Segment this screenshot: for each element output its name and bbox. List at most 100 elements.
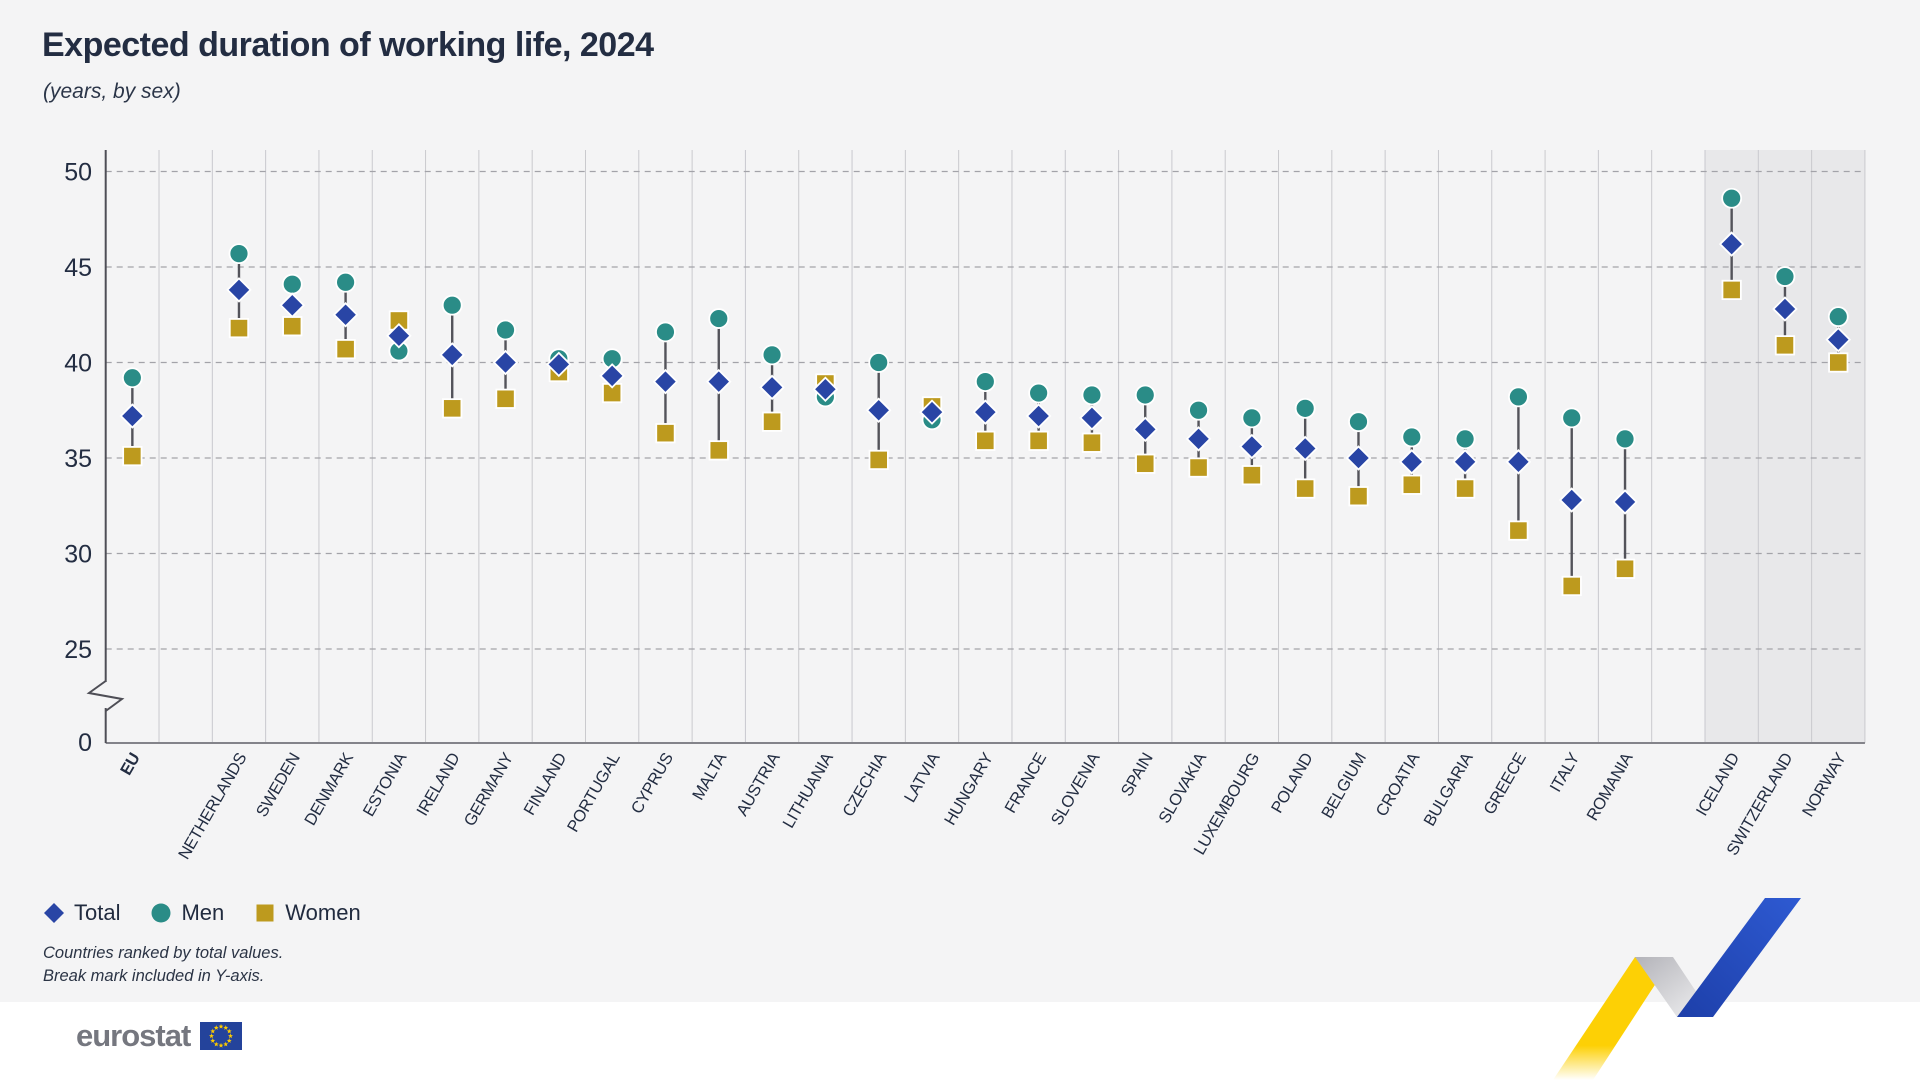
x-axis-label-croatia: CROATIA (1373, 750, 1424, 820)
x-axis-label-latvia: LATVIA (901, 750, 944, 806)
marker-total-luxembourg (1239, 433, 1265, 460)
x-axis-label-spain: SPAIN (1118, 750, 1157, 800)
marker-women-norway (1828, 352, 1849, 373)
marker-men-poland (1294, 397, 1316, 419)
marker-women-greece (1508, 520, 1529, 541)
marker-total-iceland (1718, 231, 1745, 257)
x-axis-label-germany: GERMANY (461, 750, 517, 830)
marker-total-finland (546, 351, 572, 378)
y-axis-break-mark (86, 680, 125, 712)
marker-women-netherlands (228, 318, 250, 339)
x-axis-label-estonia: ESTONIA (360, 750, 411, 820)
marker-total-austria (759, 374, 785, 401)
x-axis-label-norway: NORWAY (1799, 750, 1850, 820)
marker-men-france (1028, 382, 1050, 404)
women-square-icon (256, 904, 274, 922)
marker-total-cyprus (652, 368, 679, 395)
legend-label-total: Total (74, 900, 121, 925)
marker-total-lithuania (812, 376, 839, 403)
x-axis-label-austria: AUSTRIA (733, 750, 783, 819)
eu-flag-star (214, 1025, 220, 1030)
marker-women-romania (1614, 558, 1636, 579)
marker-men-iceland (1721, 187, 1743, 209)
x-axis-label-malta: MALTA (689, 750, 730, 803)
marker-total-greece (1505, 449, 1532, 475)
x-axis-label-iceland: ICELAND (1693, 750, 1743, 819)
eu-flag-star (209, 1033, 215, 1039)
marker-total-norway (1825, 326, 1852, 353)
x-axis-label-slovenia: SLOVENIA (1048, 750, 1104, 829)
marker-total-latvia (919, 399, 945, 425)
marker-men-belgium (1348, 411, 1369, 433)
x-axis-label-netherlands: NETHERLANDS (175, 750, 251, 863)
marker-total-croatia (1399, 449, 1425, 475)
marker-men-romania (1614, 428, 1636, 450)
x-axis-label-ireland: IRELAND (413, 750, 463, 819)
marker-total-switzerland (1772, 296, 1798, 322)
marker-total-malta (705, 368, 732, 395)
marker-women-austria (761, 411, 783, 432)
marker-men-netherlands (228, 243, 250, 265)
x-axis-label-denmark: DENMARK (301, 750, 357, 829)
x-axis-label-slovakia: SLOVAKIA (1155, 750, 1210, 827)
marker-women-belgium (1348, 486, 1369, 507)
x-axis-label-bulgaria: BULGARIA (1420, 750, 1476, 829)
marker-total-estonia (386, 322, 412, 349)
chart-title: Expected duration of working life, 2024 (42, 26, 654, 64)
marker-men-croatia (1401, 426, 1423, 448)
y-tick-label-45: 45 (64, 254, 92, 282)
marker-total-hungary (972, 399, 999, 425)
marker-women-germany (495, 388, 516, 409)
y-tick-label-50: 50 (64, 159, 92, 187)
marker-men-denmark (335, 271, 356, 293)
y-tick-label-0: 0 (78, 729, 92, 757)
legend-item-total: Total (43, 900, 120, 926)
marker-total-sweden (279, 292, 306, 318)
eu-flag-star (218, 1042, 224, 1048)
marker-men-spain (1134, 384, 1156, 406)
eu-flag-star (223, 1041, 229, 1047)
swoosh-blue-ribbon (1677, 898, 1801, 1017)
marker-men-switzerland (1774, 266, 1796, 287)
eu-flag-star (218, 1023, 224, 1029)
footnote-ranking: Countries ranked by total values. (43, 944, 284, 962)
chart-legend: Total Men Women (43, 900, 361, 926)
eu-flag-star (227, 1028, 233, 1034)
marker-women-italy (1561, 575, 1582, 597)
eu-flag-star (228, 1033, 234, 1039)
marker-women-ireland (442, 398, 463, 419)
marker-women-malta (708, 440, 729, 461)
eu-flag-star (223, 1025, 229, 1030)
marker-men-sweden (281, 273, 303, 295)
marker-men-eu (121, 367, 143, 389)
marker-men-hungary (974, 371, 996, 393)
legend-label-men: Men (181, 900, 225, 925)
marker-total-germany (492, 349, 519, 376)
swoosh-yellow-ribbon (1553, 957, 1673, 1080)
marker-women-denmark (335, 339, 356, 360)
x-axis-label-portugal: PORTUGAL (564, 750, 624, 835)
marker-total-france (1025, 403, 1052, 429)
marker-total-ireland (439, 342, 465, 368)
marker-total-slovenia (1079, 405, 1105, 431)
footnote-break-mark: Break mark included in Y-axis. (43, 967, 265, 985)
marker-men-greece (1508, 386, 1529, 408)
marker-men-germany (495, 319, 516, 341)
y-tick-label-25: 25 (64, 636, 92, 664)
marker-men-slovakia (1188, 399, 1209, 421)
marker-women-iceland (1721, 279, 1742, 301)
x-axis-label-romania: ROMANIA (1583, 750, 1636, 824)
marker-total-denmark (332, 301, 359, 328)
x-axis-label-italy: ITALY (1547, 750, 1584, 796)
legend-item-women: Women (254, 900, 361, 926)
chart-subtitle: (years, by sex) (43, 80, 181, 103)
x-axis-label-cyprus: CYPRUS (628, 750, 677, 817)
marker-women-france (1028, 430, 1049, 451)
marker-total-slovakia (1185, 426, 1212, 452)
marker-women-switzerland (1774, 335, 1796, 356)
marker-total-italy (1558, 487, 1585, 513)
marker-total-spain (1132, 416, 1159, 443)
marker-men-norway (1827, 306, 1849, 328)
marker-total-romania (1612, 489, 1638, 515)
